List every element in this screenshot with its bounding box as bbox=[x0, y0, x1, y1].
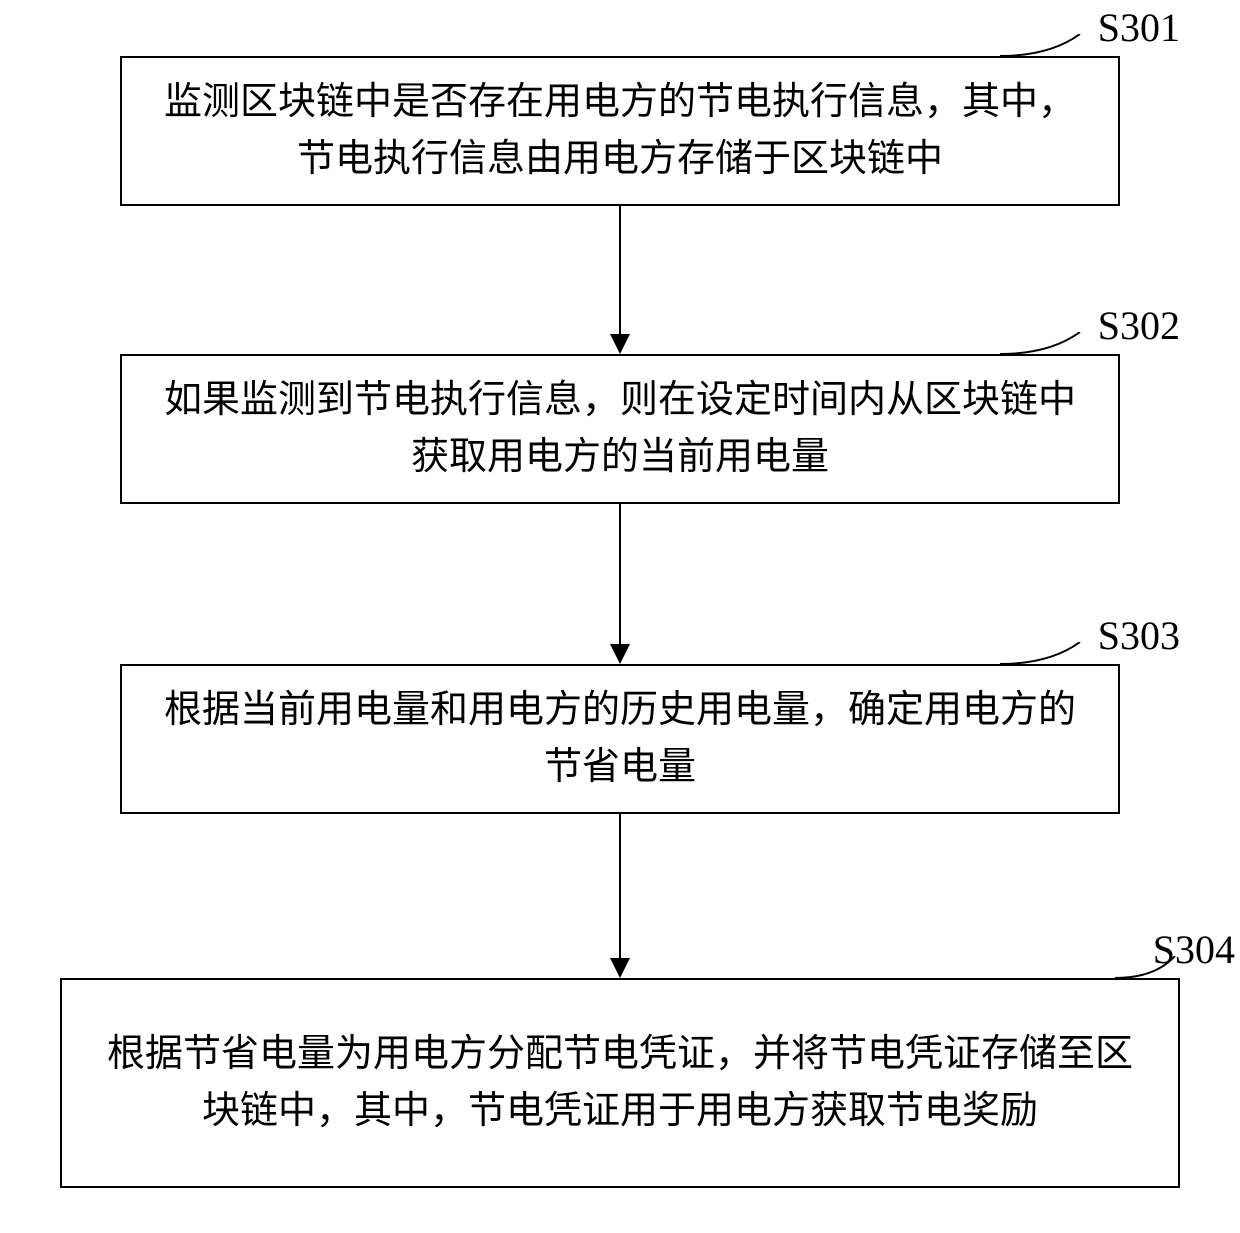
step-s303-text: 根据当前用电量和用电方的历史用电量，确定用电方的节省电量 bbox=[152, 682, 1088, 796]
step-s304-label: S304 bbox=[1153, 926, 1235, 973]
step-s301-text: 监测区块链中是否存在用电方的节电执行信息，其中，节电执行信息由用电方存储于区块链… bbox=[152, 74, 1088, 188]
step-s301-box: 监测区块链中是否存在用电方的节电执行信息，其中，节电执行信息由用电方存储于区块链… bbox=[120, 56, 1120, 206]
step-s301: 监测区块链中是否存在用电方的节电执行信息，其中，节电执行信息由用电方存储于区块链… bbox=[120, 56, 1120, 206]
step-s302-box: 如果监测到节电执行信息，则在设定时间内从区块链中获取用电方的当前用电量 bbox=[120, 354, 1120, 504]
step-s303-label: S303 bbox=[1098, 612, 1180, 659]
step-s302-text: 如果监测到节电执行信息，则在设定时间内从区块链中获取用电方的当前用电量 bbox=[152, 372, 1088, 486]
arrow-s301-s302-icon bbox=[600, 206, 640, 354]
arrow-s303-s304-icon bbox=[600, 814, 640, 978]
step-s303-box: 根据当前用电量和用电方的历史用电量，确定用电方的节省电量 bbox=[120, 664, 1120, 814]
flowchart-container: 监测区块链中是否存在用电方的节电执行信息，其中，节电执行信息由用电方存储于区块链… bbox=[0, 0, 1240, 1233]
arrow-s302-s303-icon bbox=[600, 504, 640, 664]
step-s302-label: S302 bbox=[1098, 302, 1180, 349]
step-s304-box: 根据节省电量为用电方分配节电凭证，并将节电凭证存储至区块链中，其中，节电凭证用于… bbox=[60, 978, 1180, 1188]
step-s303: 根据当前用电量和用电方的历史用电量，确定用电方的节省电量 bbox=[120, 664, 1120, 814]
step-s304: 根据节省电量为用电方分配节电凭证，并将节电凭证存储至区块链中，其中，节电凭证用于… bbox=[60, 978, 1180, 1188]
step-s304-text: 根据节省电量为用电方分配节电凭证，并将节电凭证存储至区块链中，其中，节电凭证用于… bbox=[92, 1026, 1148, 1140]
step-s302: 如果监测到节电执行信息，则在设定时间内从区块链中获取用电方的当前用电量 bbox=[120, 354, 1120, 504]
step-s301-label: S301 bbox=[1098, 4, 1180, 51]
